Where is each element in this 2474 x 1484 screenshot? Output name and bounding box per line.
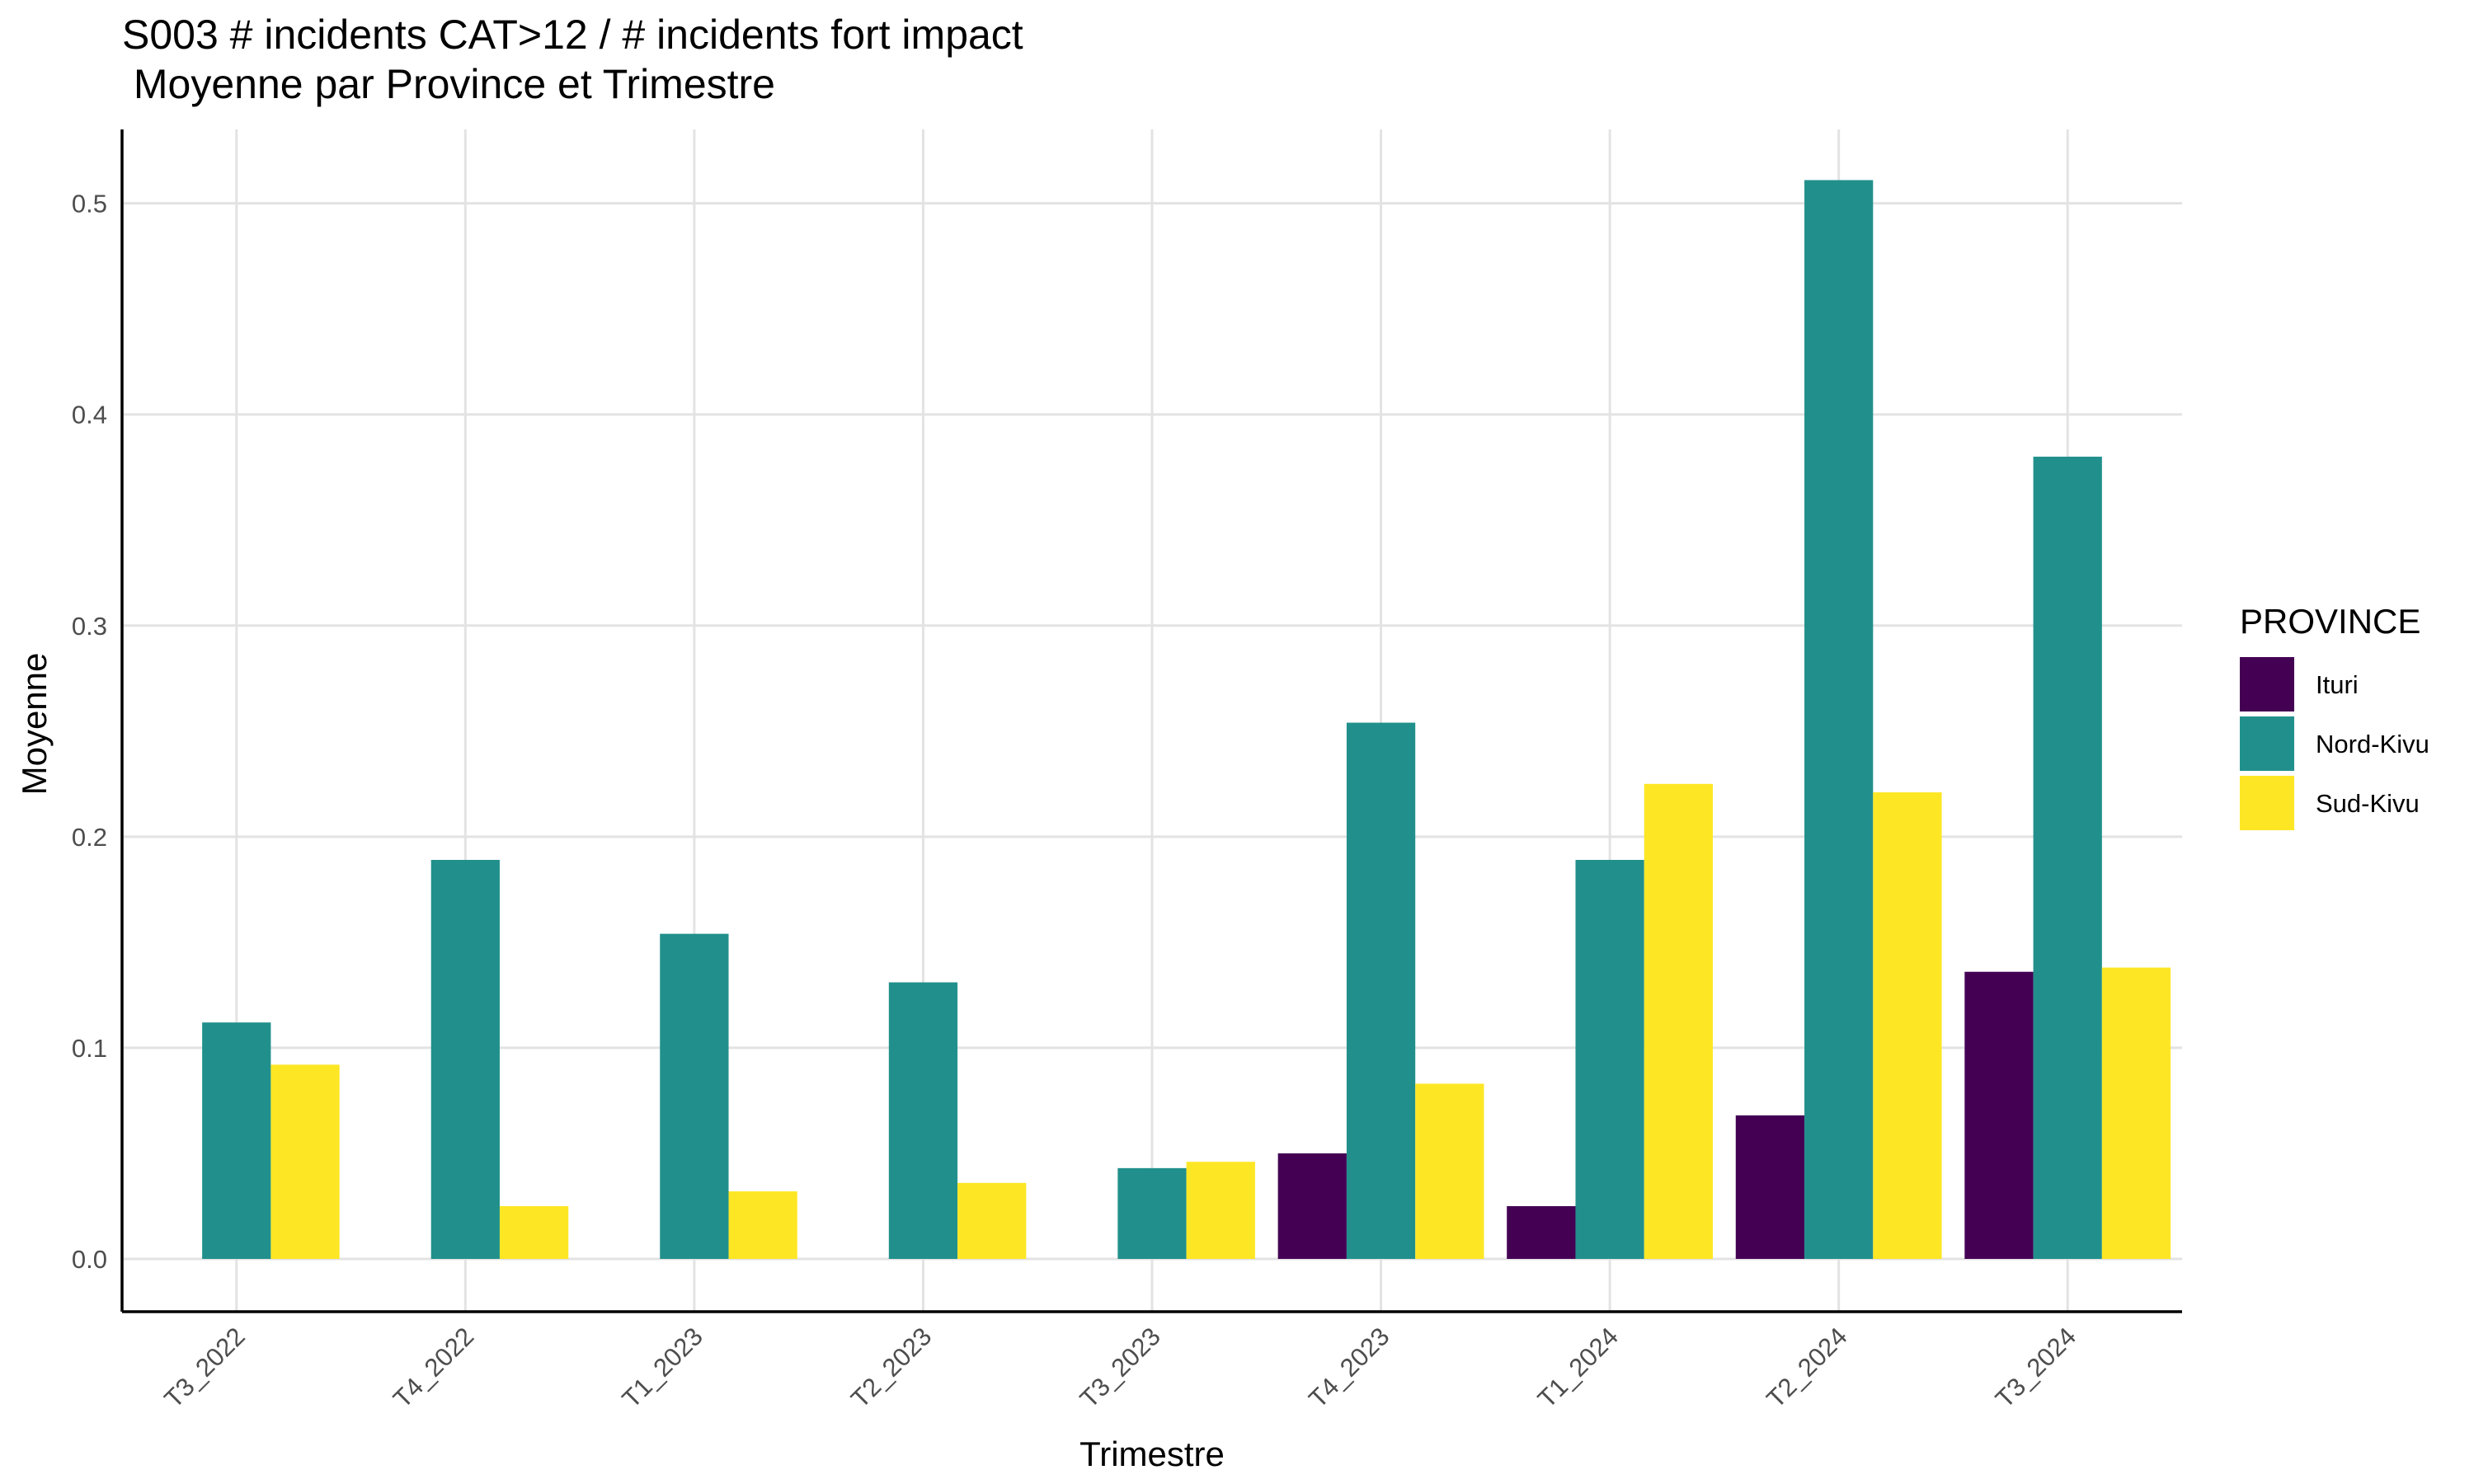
x-tick-label: T1_2024	[1532, 1322, 1624, 1413]
bar-sud-kivu-t2_2024	[1873, 792, 1942, 1259]
y-tick-label: 0.4	[72, 401, 107, 430]
bar-sud-kivu-t3_2024	[2101, 967, 2171, 1259]
chart-title: S003 # incidents CAT>12 / # incidents fo…	[122, 12, 1023, 58]
legend-label: Sud-Kivu	[2316, 789, 2420, 818]
y-tick-labels: 0.0 0.1 0.2 0.3 0.4 0.5	[72, 190, 107, 1274]
y-tick-label: 0.0	[72, 1245, 107, 1274]
bar-ituri-t2_2024	[1735, 1115, 1805, 1259]
bar-ituri-t4_2023	[1277, 1153, 1347, 1259]
y-tick-label: 0.5	[72, 190, 107, 218]
x-tick-label: T3_2024	[1990, 1322, 2081, 1413]
legend-title: PROVINCE	[2240, 602, 2420, 641]
legend-label: Ituri	[2316, 670, 2359, 699]
bar-ituri-t3_2024	[1964, 971, 2034, 1259]
bar-sud-kivu-t3_2023	[1186, 1162, 1255, 1259]
x-tick-label: T2_2024	[1761, 1322, 1852, 1413]
x-tick-label: T4_2022	[388, 1322, 479, 1413]
y-tick-label: 0.1	[72, 1034, 107, 1063]
x-tick-label: T3_2022	[158, 1322, 250, 1413]
bar-nord-kivu-t1_2023	[660, 933, 729, 1259]
legend-label: Nord-Kivu	[2316, 730, 2429, 758]
y-tick-label: 0.3	[72, 612, 107, 641]
legend-swatch-sud-kivu	[2240, 776, 2294, 830]
bar-ituri-t1_2024	[1507, 1205, 1576, 1259]
bar-sud-kivu-t3_2022	[270, 1064, 340, 1259]
bar-nord-kivu-t2_2023	[888, 982, 958, 1259]
x-tick-label: T4_2023	[1303, 1322, 1395, 1413]
bar-sud-kivu-t1_2023	[728, 1191, 797, 1259]
bar-nord-kivu-t1_2024	[1575, 860, 1644, 1259]
bar-nord-kivu-t2_2024	[1804, 180, 1874, 1259]
x-tick-labels: T3_2022 T4_2022 T1_2023 T2_2023 T3_2023 T4_20…	[158, 1322, 2081, 1413]
legend: PROVINCE Ituri Nord-Kivu Sud-Kivu	[2240, 602, 2429, 830]
bar-nord-kivu-t3_2022	[202, 1022, 271, 1259]
bar-nord-kivu-t4_2023	[1346, 722, 1416, 1259]
x-tick-label: T2_2023	[845, 1322, 937, 1413]
y-axis-title: Moyenne	[15, 653, 54, 796]
x-tick-label: T3_2023	[1075, 1322, 1166, 1413]
bar-sud-kivu-t1_2024	[1644, 783, 1714, 1259]
bar-nord-kivu-t4_2022	[430, 860, 500, 1259]
bar-nord-kivu-t3_2024	[2033, 456, 2102, 1259]
axes	[120, 129, 2182, 1313]
legend-swatch-ituri	[2240, 657, 2294, 711]
chart-subtitle: Moyenne par Province et Trimestre	[122, 61, 775, 107]
x-tick-label: T1_2023	[617, 1322, 708, 1413]
bar-sud-kivu-t2_2023	[957, 1182, 1027, 1259]
x-axis-title: Trimestre	[1079, 1435, 1225, 1473]
bar-sud-kivu-t4_2023	[1415, 1083, 1484, 1259]
bar-nord-kivu-t3_2023	[1117, 1167, 1187, 1259]
bar-sud-kivu-t4_2022	[499, 1205, 569, 1259]
y-tick-label: 0.2	[72, 823, 107, 852]
legend-swatch-nord-kivu	[2240, 716, 2294, 771]
bars	[202, 180, 2171, 1259]
